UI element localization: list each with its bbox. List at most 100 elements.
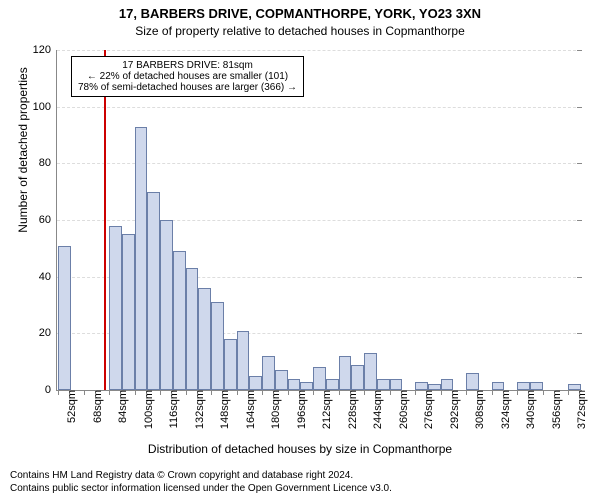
x-tick-label: 228sqm	[345, 390, 359, 440]
y-tick-label: 40	[39, 271, 57, 283]
y-tick-mark	[577, 50, 582, 51]
x-tick-mark	[211, 390, 212, 395]
histogram-bar	[147, 192, 160, 390]
x-tick-mark	[517, 390, 518, 395]
y-tick-mark	[577, 163, 582, 164]
annotation-line-2: ← 22% of detached houses are smaller (10…	[78, 71, 297, 82]
histogram-bar	[173, 251, 186, 390]
gridline	[57, 50, 581, 51]
histogram-bar	[390, 379, 403, 390]
x-tick-mark	[543, 390, 544, 395]
histogram-bar	[160, 220, 173, 390]
x-tick-label: 84sqm	[115, 390, 129, 440]
plot-area: 02040608010012052sqm68sqm84sqm100sqm116s…	[56, 50, 581, 391]
histogram-bar	[224, 339, 237, 390]
gridline	[57, 107, 581, 108]
x-tick-mark	[364, 390, 365, 395]
x-tick-mark	[339, 390, 340, 395]
histogram-bar	[288, 379, 301, 390]
x-tick-mark	[186, 390, 187, 395]
histogram-bar	[275, 370, 288, 390]
x-tick-label: 148sqm	[217, 390, 231, 440]
histogram-bar	[198, 288, 211, 390]
histogram-bar	[211, 302, 224, 390]
y-tick-mark	[577, 333, 582, 334]
histogram-bar	[313, 367, 326, 390]
histogram-bar	[492, 382, 505, 391]
x-tick-mark	[237, 390, 238, 395]
x-tick-label: 180sqm	[268, 390, 282, 440]
y-tick-mark	[577, 220, 582, 221]
reference-line	[104, 50, 106, 390]
chart-title-line1: 17, BARBERS DRIVE, COPMANTHORPE, YORK, Y…	[0, 6, 600, 21]
x-tick-mark	[58, 390, 59, 395]
y-tick-mark	[577, 107, 582, 108]
y-tick-label: 80	[39, 157, 57, 169]
x-tick-label: 116sqm	[166, 390, 180, 440]
x-tick-label: 164sqm	[243, 390, 257, 440]
x-tick-mark	[568, 390, 569, 395]
x-tick-mark	[492, 390, 493, 395]
x-tick-mark	[390, 390, 391, 395]
y-tick-label: 60	[39, 214, 57, 226]
histogram-bar	[339, 356, 352, 390]
chart-title-line2: Size of property relative to detached ho…	[0, 24, 600, 38]
x-tick-label: 52sqm	[64, 390, 78, 440]
x-tick-label: 68sqm	[90, 390, 104, 440]
y-tick-label: 100	[33, 101, 57, 113]
x-tick-label: 292sqm	[447, 390, 461, 440]
x-tick-mark	[288, 390, 289, 395]
y-tick-label: 120	[33, 44, 57, 56]
histogram-bar	[122, 234, 135, 390]
x-tick-label: 340sqm	[523, 390, 537, 440]
histogram-bar	[326, 379, 339, 390]
x-tick-mark	[109, 390, 110, 395]
histogram-bar	[364, 353, 377, 390]
histogram-bar	[530, 382, 543, 391]
histogram-bar	[262, 356, 275, 390]
footer-line-2: Contains public sector information licen…	[10, 483, 392, 496]
annotation-line-3: 78% of semi-detached houses are larger (…	[78, 82, 297, 93]
x-tick-mark	[160, 390, 161, 395]
histogram-bar	[441, 379, 454, 390]
x-tick-mark	[415, 390, 416, 395]
footer-text: Contains HM Land Registry data © Crown c…	[10, 470, 392, 495]
histogram-bar	[249, 376, 262, 390]
annotation-line-1: 17 BARBERS DRIVE: 81sqm	[78, 60, 297, 71]
y-tick-mark	[577, 277, 582, 278]
histogram-bar	[186, 268, 199, 390]
y-axis-label: Number of detached properties	[16, 0, 30, 320]
histogram-bar	[517, 382, 530, 391]
histogram-bar	[466, 373, 479, 390]
chart-container: { "chart": { "type": "histogram", "title…	[0, 0, 600, 500]
histogram-bar	[415, 382, 428, 391]
annotation-box: 17 BARBERS DRIVE: 81sqm ← 22% of detache…	[71, 56, 304, 97]
x-tick-mark	[441, 390, 442, 395]
x-tick-label: 276sqm	[421, 390, 435, 440]
x-tick-label: 196sqm	[294, 390, 308, 440]
x-tick-mark	[466, 390, 467, 395]
histogram-bar	[237, 331, 250, 391]
histogram-bar	[300, 382, 313, 391]
x-tick-label: 244sqm	[370, 390, 384, 440]
x-tick-mark	[262, 390, 263, 395]
x-tick-mark	[313, 390, 314, 395]
x-tick-mark	[84, 390, 85, 395]
footer-line-1: Contains HM Land Registry data © Crown c…	[10, 470, 392, 483]
y-tick-label: 0	[45, 384, 57, 396]
x-tick-label: 212sqm	[319, 390, 333, 440]
y-tick-label: 20	[39, 327, 57, 339]
x-tick-mark	[135, 390, 136, 395]
histogram-bar	[377, 379, 390, 390]
x-tick-label: 308sqm	[472, 390, 486, 440]
x-axis-label: Distribution of detached houses by size …	[0, 442, 600, 456]
x-tick-label: 260sqm	[396, 390, 410, 440]
x-tick-label: 100sqm	[141, 390, 155, 440]
histogram-bar	[58, 246, 71, 391]
x-tick-label: 132sqm	[192, 390, 206, 440]
x-tick-label: 356sqm	[549, 390, 563, 440]
histogram-bar	[109, 226, 122, 390]
histogram-bar	[351, 365, 364, 391]
histogram-bar	[135, 127, 148, 391]
x-tick-label: 372sqm	[574, 390, 588, 440]
